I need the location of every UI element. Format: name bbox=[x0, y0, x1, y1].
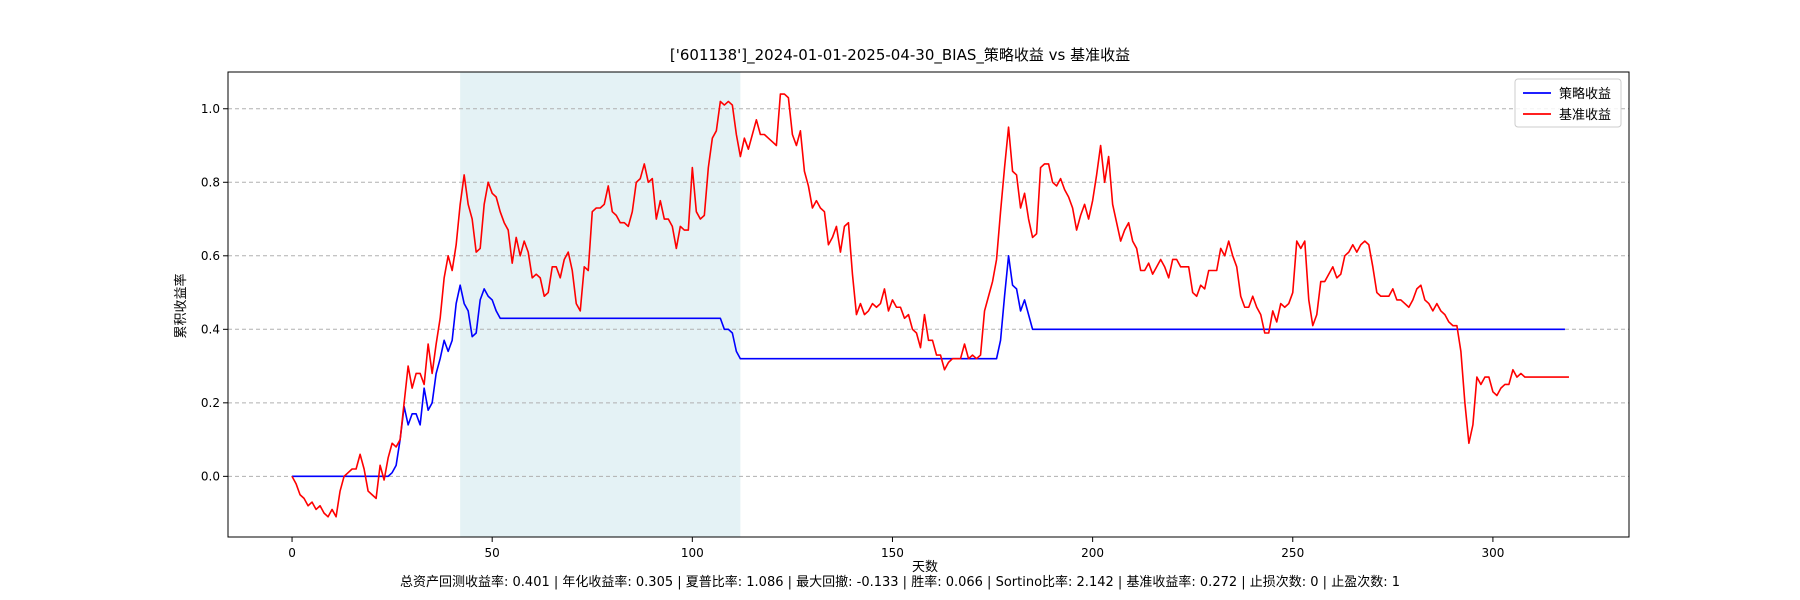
y-axis-label: 累积收益率 bbox=[173, 273, 189, 338]
y-tick-label: 0.8 bbox=[201, 175, 220, 189]
y-tick-label: 0.2 bbox=[201, 396, 220, 410]
y-tick-label: 1.0 bbox=[201, 102, 220, 116]
plot-frame bbox=[227, 71, 1630, 538]
x-tick-label: 250 bbox=[1281, 546, 1304, 560]
x-axis-label: 天数 bbox=[912, 560, 938, 575]
series-line-strategy bbox=[292, 254, 1565, 478]
y-tick-label: 0.4 bbox=[201, 322, 220, 336]
y-tick-label: 0.0 bbox=[201, 469, 220, 483]
x-tick-label: 0 bbox=[288, 546, 296, 560]
x-tick-label: 200 bbox=[1081, 546, 1104, 560]
x-tick-label: 150 bbox=[881, 546, 904, 560]
chart-title: ['601138']_2024-01-01-2025-04-30_BIAS_策略… bbox=[670, 46, 1130, 65]
x-tick-label: 300 bbox=[1481, 546, 1504, 560]
x-tick-label: 50 bbox=[485, 546, 500, 560]
metrics-footer: 总资产回测收益率: 0.401 | 年化收益率: 0.305 | 夏普比率: 1… bbox=[400, 575, 1400, 590]
series-line-benchmark bbox=[291, 93, 1569, 518]
y-tick-label: 0.6 bbox=[201, 249, 220, 263]
x-tick-label: 100 bbox=[681, 546, 704, 560]
legend-label: 策略收益 bbox=[1559, 86, 1611, 102]
plot-area: 0.0 0.2 0.4 0.6 0.8 1.0 0 50 100 150 200 250 300 策略收益… bbox=[201, 71, 1630, 560]
legend-box bbox=[1514, 78, 1622, 128]
highlight-region bbox=[460, 72, 741, 537]
legend-label: 基准收益 bbox=[1559, 108, 1611, 123]
